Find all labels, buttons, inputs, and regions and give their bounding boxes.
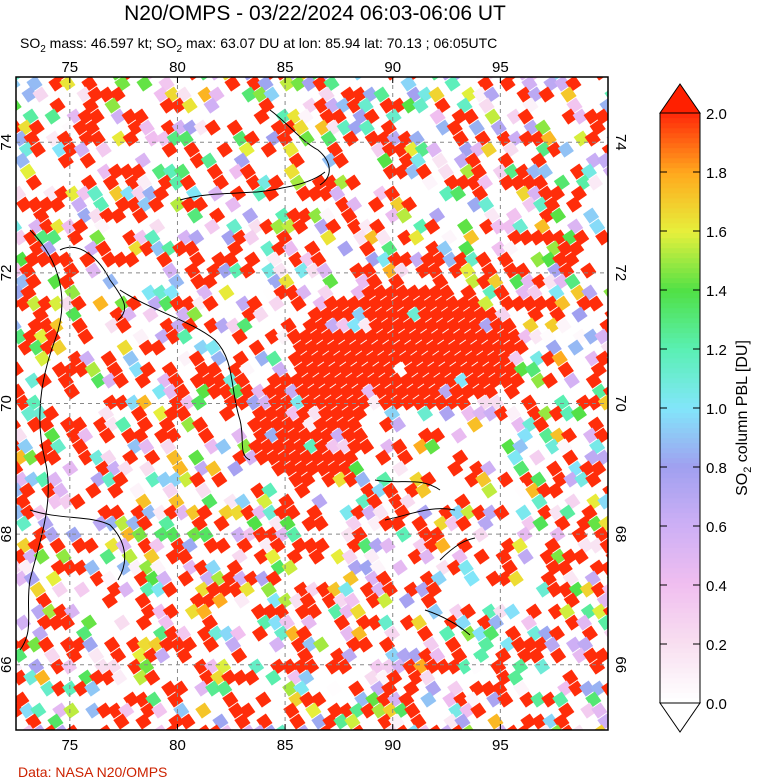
lon-tick-label-bottom: 75 [61,737,78,754]
lat-tick-label-left: 70 [0,395,15,412]
coastline [374,479,476,561]
map-subtitle: SO2 mass: 46.597 kt; SO2 max: 63.07 DU a… [20,35,498,55]
lat-tick-label-right: 68 [612,526,629,543]
coastline-layer [19,109,476,651]
colorbar-tick-label: 1.8 [706,165,727,182]
lon-tick-label-bottom: 90 [384,737,401,754]
map-frame [15,76,609,731]
lon-tick-label-top: 90 [384,59,401,76]
coastline [29,509,471,636]
colorbar-tick-label: 0.4 [706,578,727,595]
lon-tick-label-bottom: 80 [169,737,186,754]
lat-tick-label-right: 70 [612,395,629,412]
lat-tick-label-right: 74 [612,134,629,151]
coastline [269,109,330,186]
lon-tick-label-top: 85 [277,59,294,76]
lon-tick-label-bottom: 85 [277,737,294,754]
coastline [59,246,126,321]
colorbar-tick-label: 1.6 [706,224,727,241]
lat-tick-label-right: 72 [612,265,629,282]
lon-tick-label-top: 95 [492,59,509,76]
coastline [19,229,63,651]
lat-tick-label-left: 66 [0,656,15,673]
data-credit: Data: NASA N20/OMPS [18,764,168,780]
colorbar-tick-label: 0.2 [706,637,727,654]
map-title: N20/OMPS - 03/22/2024 06:03-06:06 UT [124,2,506,25]
colorbar-tick-label: 0.6 [706,519,727,536]
lat-tick-label-left: 72 [0,265,15,282]
lat-tick-label-right: 66 [612,656,629,673]
lon-tick-label-top: 80 [169,59,186,76]
coastline [179,171,326,201]
lat-tick-label-left: 68 [0,526,15,543]
lon-tick-label-top: 75 [61,59,78,76]
colorbar-tick-label: 1.0 [706,401,727,418]
colorbar-label: SO2 column PBL [DU] [733,340,755,496]
coastline [119,289,251,461]
colorbar-tick-label: 1.2 [706,342,727,359]
lon-tick-label-bottom: 95 [492,737,509,754]
colorbar-min-arrow [659,702,701,733]
axis-ticks: 75 75 80 80 85 85 90 90 95 95 66 66 68 68 70 70 72 72 74 74 [0,59,629,754]
colorbar-tick-label: 0.8 [706,460,727,477]
lat-tick-label-left: 74 [0,134,15,151]
colorbar-tick-label: 2.0 [706,106,727,123]
graticule [16,77,608,730]
colorbar-max-arrow [659,83,701,114]
colorbar-tick-label: 1.4 [706,283,727,300]
colorbar-tick-label: 0.0 [706,696,727,713]
